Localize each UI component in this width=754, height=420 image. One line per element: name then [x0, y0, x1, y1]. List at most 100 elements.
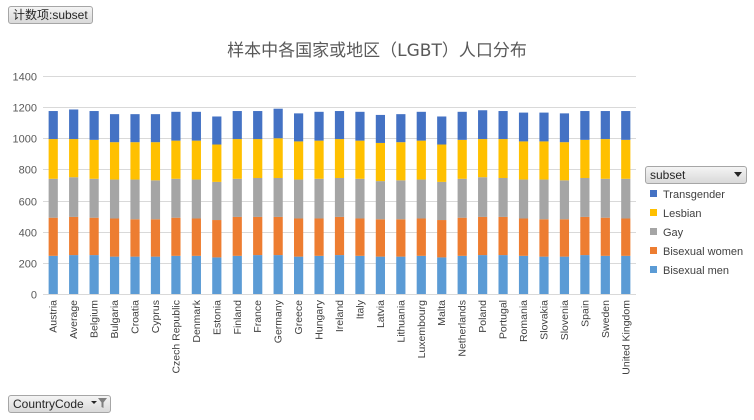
bar-segment [334, 177, 345, 217]
bar-segment [130, 142, 140, 180]
dropdown-arrow-icon [734, 172, 742, 177]
bar-segment [150, 142, 161, 181]
legend-swatch [650, 209, 657, 216]
bar-segment [498, 255, 508, 294]
bar-segment [478, 139, 488, 178]
bar-segment [518, 112, 529, 142]
x-tick-label: Sweden [600, 300, 612, 338]
bar-segment [314, 140, 324, 179]
bar-segment [416, 255, 426, 294]
bar-segment [559, 113, 570, 143]
bar-segment [69, 255, 79, 294]
bar-segment [600, 139, 610, 179]
bar-segment [375, 114, 385, 143]
bar-segment [253, 177, 263, 217]
x-tick-label: Slovenia [559, 300, 571, 340]
x-tick-label: Estonia [211, 300, 223, 335]
bar-segment [437, 220, 447, 258]
bar-segment [273, 255, 283, 294]
bar-segment [518, 141, 529, 180]
bar-segment [580, 111, 590, 140]
legend-swatch [650, 228, 657, 235]
bar-segment [130, 179, 140, 220]
bar-segment [150, 256, 161, 294]
bar-segment [600, 178, 610, 218]
x-tick-label: Spain [579, 300, 591, 327]
bar-segment [355, 140, 365, 179]
bar-segment [457, 255, 467, 294]
bar-segment [559, 256, 570, 294]
x-tick-label: Austria [48, 300, 60, 333]
bar-segment [375, 219, 385, 257]
legend-swatch [650, 266, 657, 273]
bar-segment [109, 179, 120, 219]
y-tick-label: 1400 [13, 72, 37, 84]
bar-segment [457, 139, 467, 179]
bar-segment [396, 256, 406, 294]
bar-segment [171, 178, 181, 218]
axis-field-button[interactable]: CountryCode [8, 395, 112, 413]
legend-swatch [650, 190, 657, 197]
x-tick-label: Germany [273, 299, 285, 343]
bar-segment [539, 112, 549, 142]
bar-segment [109, 142, 120, 180]
x-tick-label: Greece [293, 300, 305, 335]
bar-segment [48, 111, 58, 140]
bar-segment [89, 139, 99, 179]
x-tick-label: Belgium [89, 300, 101, 338]
x-tick-label: Finland [232, 300, 244, 335]
bar-segment [498, 216, 508, 256]
bar-segment [232, 255, 242, 294]
bar-segment [253, 139, 263, 178]
bar-segment [334, 255, 345, 294]
bar-segment [150, 180, 161, 220]
bar-segment [232, 139, 242, 179]
bar-segment [314, 178, 324, 219]
bar-segment [89, 111, 99, 140]
bar-segment [478, 177, 488, 217]
bar-segment [191, 179, 201, 219]
bar-segment [457, 111, 467, 140]
value-field-button[interactable]: 计数项:subset [8, 6, 93, 24]
bar-segment [150, 219, 161, 257]
bar-segment [478, 110, 488, 140]
bar-segment [437, 144, 447, 182]
bar-segment [375, 181, 385, 220]
bar-segment [89, 255, 99, 294]
legend-item: Lesbian [650, 208, 743, 227]
chart-title: 样本中各国家或地区（LGBT）人口分布 [227, 41, 527, 61]
legend-label: Transgender [663, 189, 725, 201]
x-tick-label: Czech Republic [170, 300, 182, 374]
bar-segment [437, 116, 447, 145]
bar-segment [89, 217, 99, 256]
y-tick-label: 1000 [13, 134, 37, 146]
x-tick-label: Netherlands [457, 300, 469, 357]
legend-item: Bisexual women [650, 246, 743, 265]
x-tick-label: Hungary [314, 299, 326, 339]
bar-segment [539, 256, 549, 294]
x-tick-label: Slovakia [538, 300, 550, 340]
bar-segment [48, 178, 58, 218]
bar-segment [171, 111, 181, 141]
legend-label: Lesbian [663, 208, 702, 220]
bar-segment [69, 109, 79, 140]
bar-segment [273, 177, 283, 217]
bar-segment [191, 111, 201, 141]
bar-segment [539, 219, 549, 257]
bar-segment [130, 219, 140, 257]
x-tick-label: France [252, 300, 264, 333]
legend-field-button[interactable]: subset [645, 166, 747, 184]
bar-segment [518, 218, 529, 256]
bar-segment [212, 257, 222, 294]
dropdown-filter-icon[interactable] [90, 397, 108, 413]
x-tick-label: Poland [477, 300, 489, 333]
bar-segment [498, 111, 508, 140]
bar-segment [600, 255, 610, 294]
bar-segment [212, 220, 222, 258]
value-field-label: 计数项:subset [13, 8, 88, 22]
bar-segment [416, 179, 426, 219]
bar-segment [109, 256, 120, 294]
bar-segment [273, 108, 283, 139]
bar-segment [457, 217, 467, 256]
legend-label: Bisexual men [663, 265, 730, 277]
